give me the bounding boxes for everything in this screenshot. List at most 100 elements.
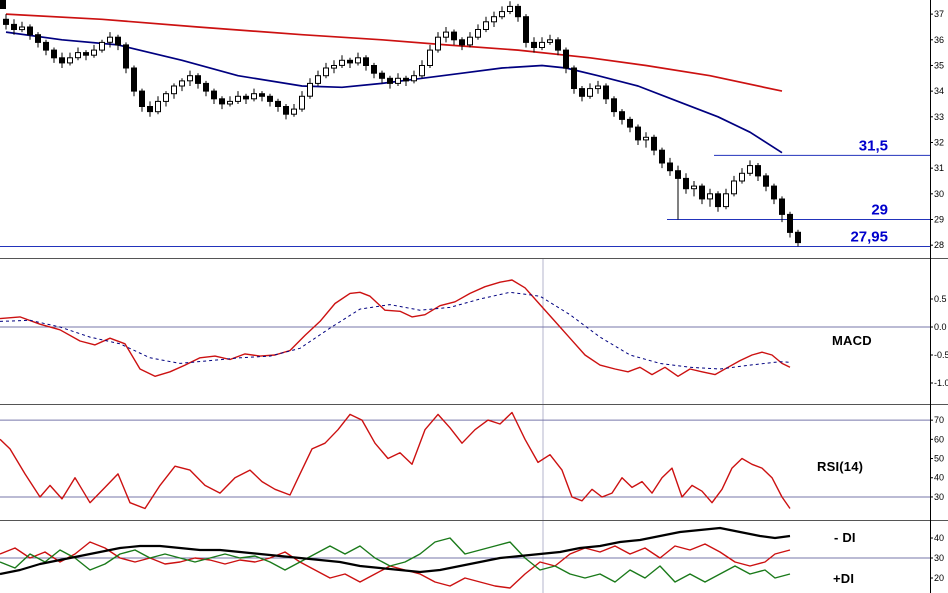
candle-body xyxy=(323,67,329,77)
candle-body xyxy=(27,26,33,36)
candle-body xyxy=(779,198,785,215)
candle-body xyxy=(131,67,137,92)
candle-body xyxy=(291,108,297,115)
axis-tick-label: -1.0 xyxy=(934,378,948,388)
candle-body xyxy=(659,149,665,164)
candle-body xyxy=(667,162,673,172)
macd-line xyxy=(0,279,791,377)
candle-body xyxy=(651,136,657,151)
candle-body xyxy=(299,95,305,110)
candle-body xyxy=(507,5,513,12)
macd-panel xyxy=(0,279,930,377)
axis-tick-label: 30 xyxy=(934,492,944,502)
candle-body xyxy=(91,49,97,56)
macd-label: MACD xyxy=(832,333,872,348)
candlestick-series xyxy=(3,1,801,247)
candle-body xyxy=(427,49,433,66)
axis-tick-label: 30 xyxy=(934,553,944,563)
axis-tick-label: 37 xyxy=(934,9,944,19)
candle-body xyxy=(539,41,545,49)
rsi-14-line xyxy=(0,411,791,510)
axis-tick-label: 20 xyxy=(934,573,944,583)
candle-body xyxy=(203,82,209,92)
candle-body xyxy=(699,185,705,200)
candle-body xyxy=(451,31,457,41)
candle-body xyxy=(371,65,377,74)
price-level-label: 29 xyxy=(871,202,888,219)
candle-body xyxy=(107,36,113,43)
axis-tick-label: 35 xyxy=(934,61,944,71)
candle-body xyxy=(547,39,553,43)
candle-body xyxy=(99,41,105,51)
candle-body xyxy=(531,41,537,49)
candle-body xyxy=(355,57,361,64)
axis-tick-label: 0.0 xyxy=(934,322,947,332)
candle-body xyxy=(307,82,313,97)
candle-body xyxy=(691,185,697,190)
candle-body xyxy=(147,106,153,113)
rsi-label: RSI(14) xyxy=(817,459,864,474)
axis-tick-label: 31 xyxy=(934,163,944,173)
long-term-moving-average-line xyxy=(5,13,783,92)
candle-body xyxy=(459,39,465,46)
candle-body xyxy=(187,75,193,82)
candle-body xyxy=(403,77,409,82)
candle-body xyxy=(395,77,401,84)
axis-tick-label: 0.5 xyxy=(934,294,947,304)
candle-body xyxy=(11,23,17,30)
candle-body xyxy=(595,85,601,90)
axis-tick-label: 33 xyxy=(934,112,944,122)
candle-body xyxy=(315,75,321,84)
candle-body xyxy=(563,49,569,69)
candle-body xyxy=(179,80,185,87)
dmi-panel xyxy=(0,526,930,589)
minus-di-label: - DI xyxy=(834,530,856,545)
candle-body xyxy=(3,18,9,25)
candle-body xyxy=(155,100,161,113)
candle-body xyxy=(499,11,505,18)
candle-body xyxy=(83,52,89,56)
candle-body xyxy=(747,165,753,174)
candle-body xyxy=(587,88,593,97)
candle-body xyxy=(251,93,257,100)
candle-body xyxy=(435,36,441,51)
short-term-moving-average-line xyxy=(5,31,783,154)
candle-body xyxy=(35,34,41,43)
candle-body xyxy=(163,93,169,102)
candle-body xyxy=(475,29,481,38)
candle-body xyxy=(579,88,585,97)
candle-body xyxy=(123,44,129,69)
candle-body xyxy=(571,67,577,89)
minus-di-line xyxy=(0,541,791,589)
candle-body xyxy=(627,118,633,128)
candle-body xyxy=(379,72,385,79)
candle-body xyxy=(467,36,473,46)
axis-tick-label: 60 xyxy=(934,434,944,444)
candle-body xyxy=(787,213,793,233)
candle-body xyxy=(243,95,249,100)
candle-body xyxy=(171,85,177,95)
candle-body xyxy=(139,90,145,107)
candle-body xyxy=(75,52,81,59)
candle-body xyxy=(115,36,121,46)
candle-body xyxy=(771,185,777,200)
candle-body xyxy=(443,31,449,38)
candle-body xyxy=(19,26,25,31)
adx-line xyxy=(0,526,791,576)
candle-body xyxy=(211,90,217,100)
axis-tick-label: 30 xyxy=(934,189,944,199)
axis-tick-label: -0.5 xyxy=(934,350,948,360)
axis-tick-label: 34 xyxy=(934,86,944,96)
macd-signal-line xyxy=(0,291,791,370)
candle-body xyxy=(363,57,369,66)
candle-body xyxy=(731,180,737,195)
candle-body xyxy=(419,65,425,77)
candle-body xyxy=(43,41,49,51)
axis-tick-label: 36 xyxy=(934,35,944,45)
axis-tick-label: 40 xyxy=(934,473,944,483)
candle-body xyxy=(755,165,761,177)
candle-body xyxy=(555,39,561,51)
candle-body xyxy=(515,5,521,18)
candle-body xyxy=(795,231,801,244)
